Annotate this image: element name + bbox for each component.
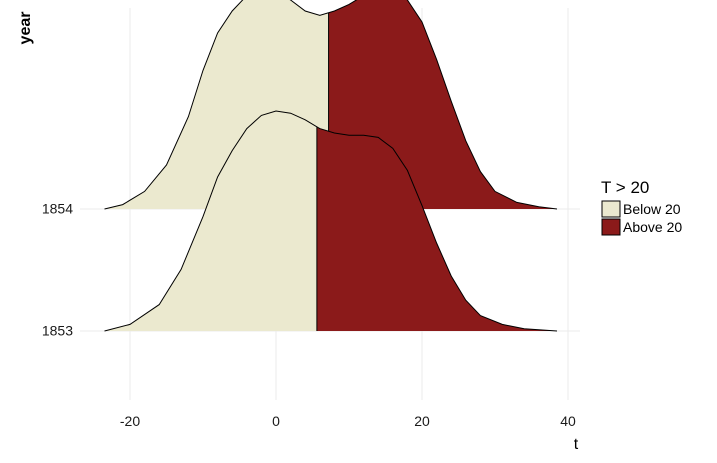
area-below-20-1853 (104, 111, 317, 331)
legend-label: Above 20 (623, 219, 682, 235)
ridges (104, 0, 558, 332)
area-above-20-1853 (316, 126, 557, 331)
ridge-1853 (104, 110, 558, 332)
y-tick-label: 1853 (42, 323, 73, 339)
x-tick-label: 40 (560, 413, 576, 429)
legend-entries: Below 20 Above 20 (601, 200, 682, 236)
density-outline-1854 (104, 0, 558, 210)
y-axis-title: year (17, 12, 34, 45)
x-tick-label: 0 (272, 413, 280, 429)
x-axis-title: t (574, 436, 579, 453)
legend-swatch (601, 218, 621, 236)
legend-swatch (601, 200, 621, 218)
legend-title: T > 20 (601, 178, 649, 197)
y-tick-label: 1854 (42, 201, 73, 217)
x-axis-ticks: -20 0 20 40 (120, 413, 576, 429)
legend-label: Below 20 (623, 201, 681, 217)
x-tick-label: -20 (120, 413, 140, 429)
density-outline-1853 (104, 110, 558, 332)
y-axis-ticks: 1853 1854 (42, 201, 73, 339)
legend: T > 20 Below 20 Above 20 (601, 178, 682, 236)
x-tick-label: 20 (414, 413, 430, 429)
